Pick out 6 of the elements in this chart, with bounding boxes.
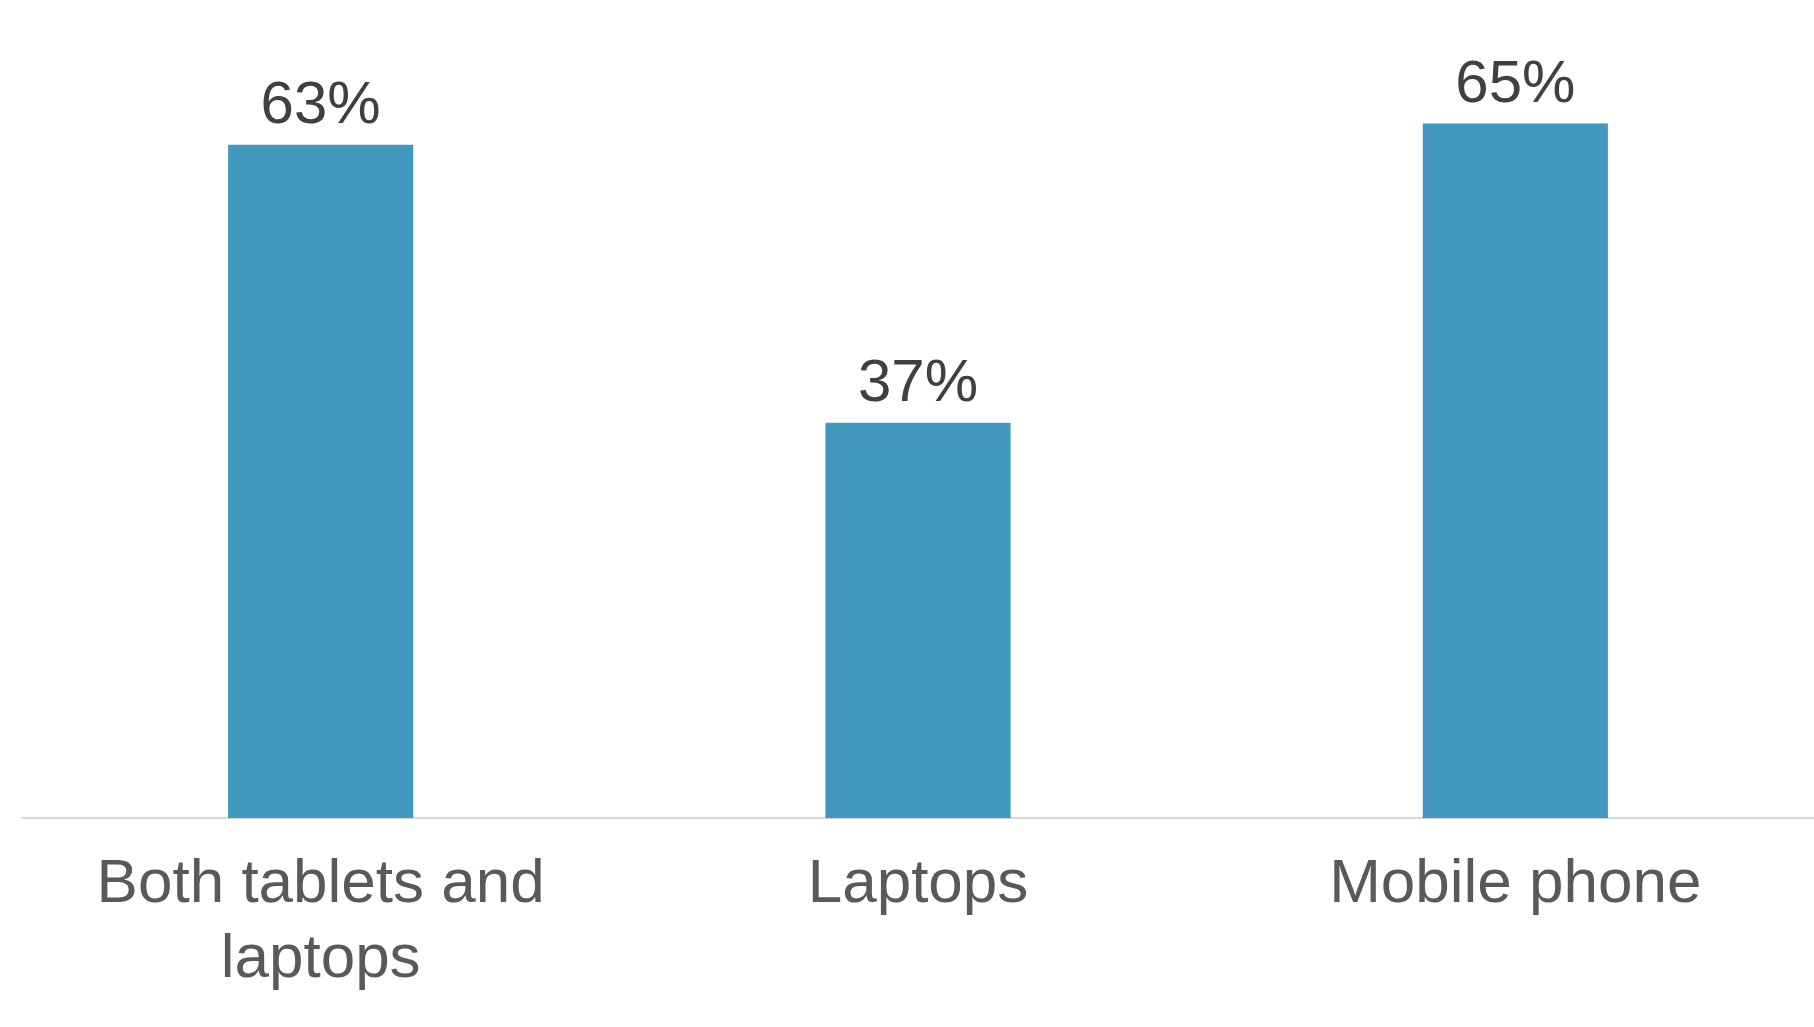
x-tick-label: Both tablets and laptops (96, 846, 545, 990)
data-label: 37% (857, 347, 979, 415)
x-tick-label: Laptops (807, 846, 1029, 916)
x-tick-label: Mobile phone (1329, 846, 1702, 916)
data-label: 65% (1455, 47, 1576, 115)
data-label: 63% (260, 69, 381, 137)
